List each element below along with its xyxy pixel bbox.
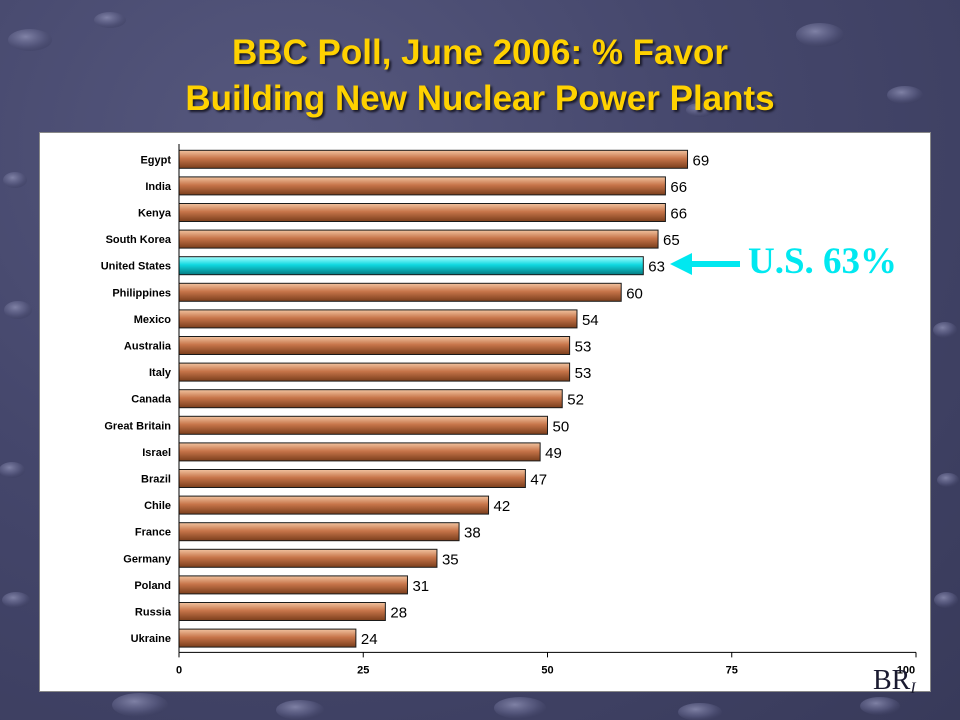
category-label-russia: Russia bbox=[135, 607, 172, 619]
bar-italy bbox=[178, 362, 571, 382]
bar-india bbox=[178, 176, 666, 196]
x-tick-label-100: 100 bbox=[897, 664, 915, 676]
data-label-kenya: 66 bbox=[670, 206, 687, 223]
bar-kenya bbox=[178, 203, 666, 222]
data-label-israel: 49 bbox=[545, 445, 562, 462]
category-label-italy: Italy bbox=[149, 367, 172, 379]
bar-chile bbox=[178, 495, 490, 515]
category-label-philippines: Philippines bbox=[112, 287, 171, 299]
data-label-poland: 31 bbox=[412, 578, 429, 595]
bar-brazil bbox=[178, 469, 526, 488]
bar-russia bbox=[178, 602, 386, 621]
slide-title: BBC Poll, June 2006: % Favor Building Ne… bbox=[0, 30, 960, 122]
data-label-united-states: 63 bbox=[648, 259, 665, 276]
x-tick-label-0: 0 bbox=[176, 664, 182, 676]
bar-germany bbox=[178, 548, 438, 568]
category-label-france: France bbox=[135, 527, 171, 539]
title-line-1: BBC Poll, June 2006: % Favor bbox=[232, 33, 728, 72]
x-tick-label-25: 25 bbox=[357, 664, 369, 676]
category-label-mexico: Mexico bbox=[134, 314, 172, 326]
bar-ukraine bbox=[178, 628, 357, 648]
bar-france bbox=[178, 522, 460, 542]
category-label-united-states: United States bbox=[101, 261, 171, 273]
category-label-germany: Germany bbox=[123, 553, 172, 565]
bar-australia bbox=[178, 336, 571, 355]
data-label-great-britain: 50 bbox=[553, 418, 570, 435]
bar-south-korea bbox=[178, 229, 659, 249]
data-label-egypt: 69 bbox=[693, 152, 710, 169]
x-tick-label-50: 50 bbox=[541, 664, 553, 676]
category-label-poland: Poland bbox=[134, 580, 171, 592]
bar-egypt bbox=[178, 149, 689, 169]
corner-logo-sub: I bbox=[910, 680, 916, 697]
data-label-chile: 42 bbox=[494, 498, 511, 515]
us-callout-label: U.S. 63% bbox=[748, 241, 898, 282]
data-label-brazil: 47 bbox=[530, 472, 547, 489]
category-label-south-korea: South Korea bbox=[106, 234, 172, 246]
title-line-2: Building New Nuclear Power Plants bbox=[185, 79, 775, 118]
category-label-great-britain: Great Britain bbox=[104, 420, 171, 432]
chart-area: Egypt 69 India 66 Kenya 66 South Korea 65 United… bbox=[39, 132, 931, 692]
data-label-italy: 53 bbox=[575, 365, 592, 382]
category-label-india: India bbox=[145, 181, 172, 193]
data-label-india: 66 bbox=[670, 179, 687, 196]
corner-logo: BRI bbox=[873, 665, 916, 701]
bar-mexico bbox=[178, 309, 578, 329]
data-label-south-korea: 65 bbox=[663, 232, 680, 249]
category-label-chile: Chile bbox=[144, 500, 171, 512]
data-label-australia: 53 bbox=[575, 339, 592, 356]
data-label-russia: 28 bbox=[390, 605, 407, 622]
category-label-canada: Canada bbox=[131, 394, 172, 406]
data-label-canada: 52 bbox=[567, 392, 584, 409]
bar-poland bbox=[178, 575, 408, 595]
category-label-egypt: Egypt bbox=[140, 154, 171, 166]
category-label-australia: Australia bbox=[124, 341, 172, 353]
callout-arrow-icon bbox=[670, 253, 740, 275]
bar-great-britain bbox=[178, 415, 548, 435]
x-tick-label-75: 75 bbox=[726, 664, 738, 676]
data-label-mexico: 54 bbox=[582, 312, 599, 329]
category-label-israel: Israel bbox=[142, 447, 171, 459]
category-label-kenya: Kenya bbox=[138, 208, 172, 220]
category-label-ukraine: Ukraine bbox=[131, 633, 171, 645]
bar-canada bbox=[178, 389, 563, 409]
data-label-france: 38 bbox=[464, 525, 481, 542]
data-label-ukraine: 24 bbox=[361, 631, 378, 648]
bar-philippines bbox=[178, 282, 622, 302]
bar-chart: Egypt 69 India 66 Kenya 66 South Korea 65 United… bbox=[101, 144, 917, 676]
data-label-germany: 35 bbox=[442, 551, 459, 568]
bar-israel bbox=[178, 442, 541, 462]
bar-united-states bbox=[178, 256, 644, 276]
data-label-philippines: 60 bbox=[626, 285, 643, 302]
category-label-brazil: Brazil bbox=[141, 474, 171, 486]
corner-logo-text: BR bbox=[873, 665, 911, 696]
